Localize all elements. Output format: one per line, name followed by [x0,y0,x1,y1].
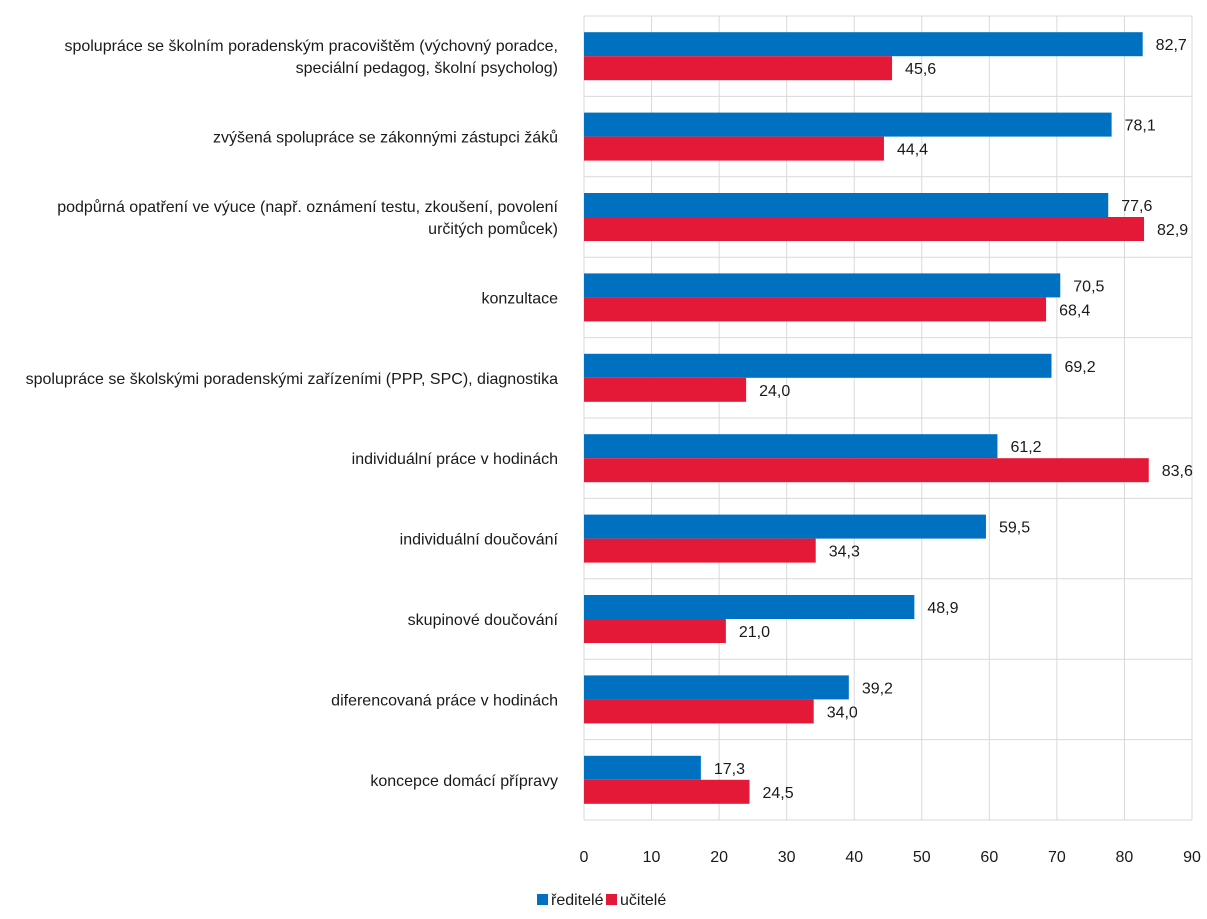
data-label: 83,6 [1162,463,1193,480]
bar-reditele [584,675,849,700]
x-tick-label: 60 [980,849,998,866]
data-label: 82,7 [1156,37,1187,54]
data-label: 70,5 [1073,278,1104,295]
category-label: určitých pomůcek) [428,220,558,238]
bar-ucitele [584,538,816,563]
bar-ucitele [584,217,1145,241]
category-label: spolupráce se školním poradenským pracov… [64,38,558,55]
data-label: 24,5 [763,785,794,802]
x-tick-label: 70 [1048,849,1066,866]
bar-reditele [584,273,1061,298]
data-label: 44,4 [897,142,928,159]
bar-reditele [584,112,1112,137]
x-tick-label: 30 [778,849,796,866]
bar-ucitele [584,458,1149,483]
bar-reditele [584,193,1109,217]
bar-ucitele [584,297,1047,322]
data-label: 77,6 [1121,198,1152,215]
bar-ucitele [584,377,747,402]
x-tick-label: 10 [643,849,661,866]
category-label: individuální doučování [400,532,559,549]
data-label: 45,6 [905,61,936,78]
legend-swatch [537,894,548,905]
category-label: koncepce domácí přípravy [370,773,558,790]
data-label: 69,2 [1064,359,1095,376]
data-label: 17,3 [714,761,745,778]
category-label: diferencovaná práce v hodinách [331,692,558,709]
bar-ucitele [584,136,884,161]
category-label: skupinové doučování [408,612,559,629]
x-tick-label: 40 [845,849,863,866]
data-label: 34,0 [827,704,858,721]
category-label: zvýšená spolupráce se zákonnými zástupci… [213,129,558,147]
category-label: konzultace [482,290,559,307]
data-label: 34,3 [829,544,860,561]
x-tick-label: 80 [1116,849,1134,866]
bar-ucitele [584,699,814,724]
data-label: 61,2 [1010,439,1041,456]
legend-swatch [606,894,617,905]
category-label: speciální pedagog, školní psycholog) [296,60,558,77]
bar-reditele [584,353,1052,378]
data-label: 59,5 [999,520,1030,537]
data-label: 68,4 [1059,302,1090,319]
bar-reditele [584,595,915,619]
data-label: 39,2 [862,680,893,697]
data-label: 48,9 [927,600,958,617]
bar-reditele [584,32,1143,57]
bar-reditele [584,434,998,459]
data-label: 82,9 [1157,222,1188,239]
data-label: 21,0 [739,624,770,641]
bar-ucitele [584,619,726,643]
bar-reditele [584,514,986,539]
legend-label: učitelé [620,892,666,909]
data-label: 24,0 [759,383,790,400]
x-tick-label: 0 [580,849,589,866]
bar-ucitele [584,56,893,81]
bar-ucitele [584,779,750,804]
category-label: individuální práce v hodinách [352,451,558,468]
x-tick-label: 20 [710,849,728,866]
category-label: spolupráce se školskými poradenskými zař… [26,371,558,388]
data-label: 78,1 [1125,118,1156,135]
legend-label: ředitelé [551,892,604,909]
x-tick-label: 50 [913,849,931,866]
bar-reditele [584,755,701,780]
category-label: podpůrná opatření ve výuce (např. oznáme… [57,198,558,216]
x-tick-label: 90 [1183,849,1201,866]
